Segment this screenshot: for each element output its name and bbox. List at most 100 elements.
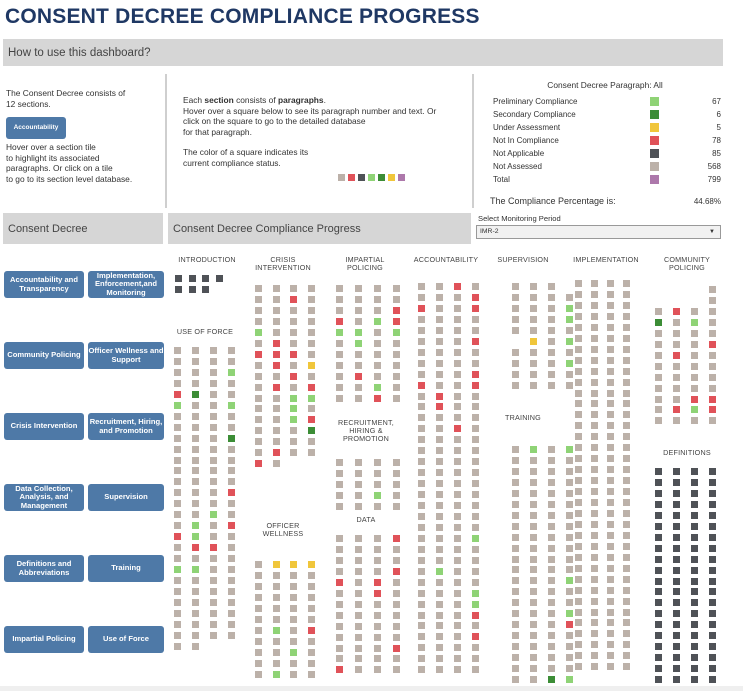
- paragraph-square[interactable]: [272, 449, 280, 457]
- paragraph-square[interactable]: [355, 295, 362, 303]
- legend-item[interactable]: Under Assessment 5: [493, 123, 721, 135]
- paragraph-square[interactable]: [290, 350, 297, 358]
- paragraph-square[interactable]: [623, 400, 630, 408]
- paragraph-square[interactable]: [255, 361, 262, 369]
- paragraph-square[interactable]: [355, 383, 362, 391]
- paragraph-square[interactable]: [418, 326, 425, 334]
- paragraph-square[interactable]: [454, 644, 461, 652]
- paragraph-square[interactable]: [272, 604, 280, 612]
- paragraph-square[interactable]: [709, 544, 716, 552]
- paragraph-square[interactable]: [607, 586, 614, 594]
- paragraph-square[interactable]: [709, 340, 716, 348]
- paragraph-square[interactable]: [566, 599, 573, 607]
- paragraph-square[interactable]: [472, 469, 479, 477]
- paragraph-square[interactable]: [174, 566, 181, 573]
- paragraph-square[interactable]: [607, 520, 614, 528]
- paragraph-square[interactable]: [454, 447, 461, 455]
- paragraph-square[interactable]: [691, 511, 698, 519]
- paragraph-square[interactable]: [472, 304, 479, 312]
- paragraph-square[interactable]: [436, 622, 443, 630]
- paragraph-square[interactable]: [512, 544, 519, 552]
- paragraph-square[interactable]: [210, 544, 217, 552]
- paragraph-square[interactable]: [575, 564, 582, 572]
- paragraph-square[interactable]: [655, 500, 662, 508]
- paragraph-square[interactable]: [512, 665, 519, 672]
- paragraph-square[interactable]: [174, 456, 181, 464]
- paragraph-square[interactable]: [530, 533, 537, 541]
- paragraph-square[interactable]: [591, 477, 598, 485]
- paragraph-square[interactable]: [210, 478, 217, 486]
- paragraph-square[interactable]: [530, 489, 537, 497]
- paragraph-square[interactable]: [607, 356, 614, 364]
- paragraph-square[interactable]: [512, 370, 519, 378]
- paragraph-square[interactable]: [192, 347, 199, 354]
- paragraph-square[interactable]: [472, 556, 479, 564]
- paragraph-square[interactable]: [655, 406, 662, 414]
- paragraph-square[interactable]: [691, 621, 698, 629]
- paragraph-square[interactable]: [307, 648, 315, 656]
- paragraph-square[interactable]: [307, 449, 315, 457]
- paragraph-square[interactable]: [436, 315, 443, 323]
- paragraph-square[interactable]: [655, 395, 662, 403]
- paragraph-square[interactable]: [512, 577, 519, 585]
- paragraph-square[interactable]: [512, 456, 519, 464]
- paragraph-square[interactable]: [566, 533, 573, 541]
- paragraph-square[interactable]: [691, 384, 698, 392]
- paragraph-square[interactable]: [418, 370, 425, 378]
- paragraph-square[interactable]: [210, 500, 217, 508]
- paragraph-square[interactable]: [691, 351, 698, 359]
- paragraph-square[interactable]: [655, 417, 662, 425]
- paragraph-square[interactable]: [336, 285, 343, 292]
- paragraph-square[interactable]: [591, 608, 598, 616]
- paragraph-square[interactable]: [655, 533, 662, 541]
- paragraph-square[interactable]: [548, 522, 555, 530]
- paragraph-square[interactable]: [192, 576, 199, 584]
- paragraph-square[interactable]: [192, 379, 199, 387]
- paragraph-square[interactable]: [512, 467, 519, 475]
- paragraph-square[interactable]: [548, 544, 555, 552]
- paragraph-square[interactable]: [591, 499, 598, 506]
- paragraph-square[interactable]: [575, 477, 582, 485]
- paragraph-square[interactable]: [307, 372, 315, 380]
- paragraph-square[interactable]: [655, 489, 662, 497]
- paragraph-square[interactable]: [228, 598, 235, 606]
- paragraph-square[interactable]: [228, 587, 235, 595]
- how-to-use-header[interactable]: How to use this dashboard?: [3, 39, 723, 66]
- paragraph-square[interactable]: [192, 357, 199, 365]
- paragraph-square[interactable]: [228, 566, 235, 573]
- paragraph-square[interactable]: [472, 348, 479, 356]
- paragraph-square[interactable]: [436, 644, 443, 652]
- paragraph-square[interactable]: [436, 600, 443, 608]
- paragraph-square[interactable]: [691, 489, 698, 497]
- paragraph-square[interactable]: [290, 295, 297, 303]
- paragraph-square[interactable]: [436, 436, 443, 444]
- paragraph-square[interactable]: [575, 575, 582, 583]
- paragraph-square[interactable]: [591, 531, 598, 539]
- paragraph-square[interactable]: [566, 326, 573, 334]
- paragraph-square[interactable]: [548, 533, 555, 541]
- paragraph-square[interactable]: [566, 446, 573, 453]
- paragraph-square[interactable]: [472, 567, 479, 575]
- legend-item[interactable]: Preliminary Compliance 67: [493, 97, 721, 109]
- paragraph-square[interactable]: [454, 414, 461, 422]
- paragraph-square[interactable]: [691, 500, 698, 508]
- paragraph-square[interactable]: [210, 467, 217, 475]
- paragraph-square[interactable]: [512, 643, 519, 651]
- paragraph-square[interactable]: [418, 512, 425, 520]
- paragraph-square[interactable]: [575, 586, 582, 594]
- paragraph-square[interactable]: [307, 405, 315, 413]
- paragraph-square[interactable]: [548, 348, 555, 356]
- paragraph-square[interactable]: [228, 522, 235, 530]
- paragraph-square[interactable]: [530, 304, 537, 312]
- paragraph-square[interactable]: [418, 502, 425, 509]
- paragraph-square[interactable]: [709, 676, 716, 684]
- paragraph-square[interactable]: [673, 555, 680, 563]
- paragraph-square[interactable]: [512, 446, 519, 453]
- paragraph-square[interactable]: [472, 392, 479, 400]
- paragraph-square[interactable]: [436, 502, 443, 509]
- paragraph-square[interactable]: [530, 654, 537, 662]
- paragraph-square[interactable]: [374, 600, 381, 608]
- paragraph-square[interactable]: [530, 348, 537, 356]
- paragraph-square[interactable]: [436, 469, 443, 477]
- paragraph-square[interactable]: [272, 306, 280, 314]
